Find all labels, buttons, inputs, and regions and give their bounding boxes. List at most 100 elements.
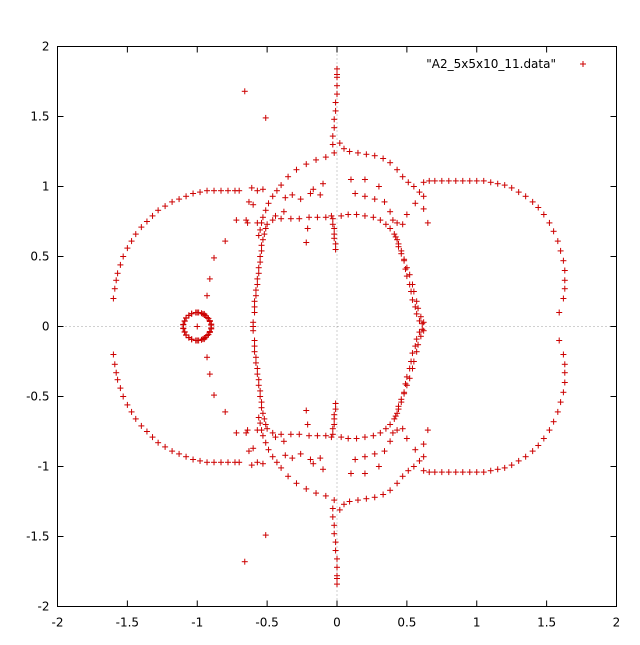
data-point [243,217,250,224]
data-point [391,415,398,422]
data-point [395,406,402,413]
data-point [261,231,268,238]
data-point [331,235,338,242]
data-point [347,176,354,183]
data-point [264,425,271,432]
zero-axes [57,46,617,607]
x-tick-label: -2 [52,616,64,630]
data-point [111,285,118,292]
data-point [269,429,276,436]
data-point [262,421,269,428]
data-point [334,564,340,571]
data-point [211,187,218,194]
data-point [331,522,338,529]
data-point [417,313,424,320]
data-point [361,453,368,460]
data-point [501,182,508,189]
data-point [452,469,459,476]
data-point [143,218,150,225]
data-point [190,190,197,197]
data-point [331,497,338,504]
data-point [252,359,259,366]
data-point [236,459,243,466]
data-point [387,421,394,428]
data-point [381,448,388,455]
data-point [264,221,271,228]
data-point [445,177,452,184]
data-point [487,179,494,186]
data-point [255,376,262,383]
legend: "A2_5x5x10_11.data" [426,57,586,71]
data-point [424,219,431,226]
data-point [233,217,240,224]
data-point [413,348,420,355]
data-point [224,459,231,466]
data-point [410,183,417,190]
data-point [361,434,368,441]
data-point [248,462,255,469]
data-point [259,236,266,243]
data-point [272,434,279,441]
data-point [473,177,480,184]
data-point [155,207,162,214]
data-point [354,497,361,504]
data-point [398,247,405,254]
data-point [257,393,264,400]
data-point [554,238,561,245]
data-point [550,228,557,235]
data-point [473,469,480,476]
data-point [412,446,419,453]
data-point [377,217,384,224]
data-point [262,532,269,539]
data-point [251,337,258,344]
data-point [273,187,280,194]
data-point [332,246,339,253]
data-point [345,435,352,442]
data-point [387,438,394,445]
data-point [132,415,139,422]
data-point [258,427,265,434]
data-point [331,421,338,428]
data-point [132,231,139,238]
data-point [149,212,156,219]
data-point [236,187,243,194]
data-point [258,399,265,406]
data-point [329,425,336,432]
data-point [303,485,310,492]
data-point [338,434,345,441]
data-point [409,350,416,357]
data-point [332,240,339,247]
y-tick-label: -1 [38,460,50,474]
data-point [143,428,150,435]
data-point [331,530,338,537]
data-point [409,296,416,303]
x-tick-label: 0.5 [397,616,416,630]
legend-marker-plus [580,61,586,67]
x-tick-label: -1.5 [116,616,139,630]
data-point [338,212,345,219]
data-point [361,470,368,477]
data-point [317,455,324,462]
data-point [387,208,394,215]
data-point [377,429,384,436]
data-point [399,173,406,180]
data-point [282,452,289,459]
legend-marker [580,61,586,67]
data-point [114,376,121,383]
data-point [278,431,285,438]
data-point [206,371,213,378]
data-point [183,315,190,322]
data-point [401,256,408,263]
axis-tick-labels: -2 -1.5 -1 -0.5 0 0.5 1 1.5 2 2 1.5 1 0.5 0 -0.5 -1 -1.5… [26,40,620,630]
data-point [416,317,423,324]
data-point [149,434,156,441]
data-point [287,215,294,222]
data-point [257,387,264,394]
data-point [420,467,427,474]
data-point [329,431,336,438]
y-tick-label: 0 [42,320,50,334]
data-point [258,242,265,249]
y-tick-label: -2 [38,600,50,614]
data-point [561,379,568,386]
